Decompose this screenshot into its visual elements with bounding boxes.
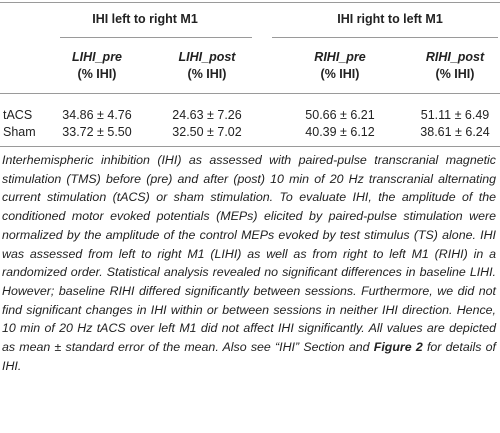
caption-text: for details of IHI. (2, 340, 496, 373)
column-header: RIHI_pre (314, 50, 366, 64)
column-header: RIHI_post (425, 50, 485, 64)
column-unit: (% IHI) (435, 67, 475, 81)
cell: 38.61 ± 6.24 (420, 125, 490, 139)
group-header: IHI left to right M1 (92, 12, 198, 26)
group-rule (272, 37, 498, 38)
bottom-rule (0, 146, 500, 147)
caption: Interhemispheric inhibition (IHI) as ass… (2, 151, 496, 375)
cell: 24.63 ± 7.26 (172, 108, 242, 122)
figure-reference: Figure 2 (373, 340, 423, 355)
top-rule (0, 2, 500, 3)
cell: 32.50 ± 7.02 (172, 125, 242, 139)
row-label: Sham (3, 125, 36, 139)
header-rule (0, 93, 500, 94)
column-unit: (% IHI) (320, 67, 360, 81)
group-rule (60, 37, 252, 38)
cell: 40.39 ± 6.12 (305, 125, 375, 139)
cell: 50.66 ± 6.21 (305, 108, 375, 122)
caption-text: Interhemispheric inhibition (IHI) as ass… (2, 153, 496, 355)
cell: 51.11 ± 6.49 (420, 108, 490, 122)
row-label: tACS (3, 108, 33, 122)
column-header: LIHI_post (178, 50, 236, 64)
cell: 34.86 ± 4.76 (62, 108, 132, 122)
group-header: IHI right to left M1 (337, 12, 443, 26)
column-unit: (% IHI) (187, 67, 227, 81)
column-header: LIHI_pre (71, 50, 123, 64)
cell: 33.72 ± 5.50 (62, 125, 132, 139)
column-unit: (% IHI) (77, 67, 117, 81)
